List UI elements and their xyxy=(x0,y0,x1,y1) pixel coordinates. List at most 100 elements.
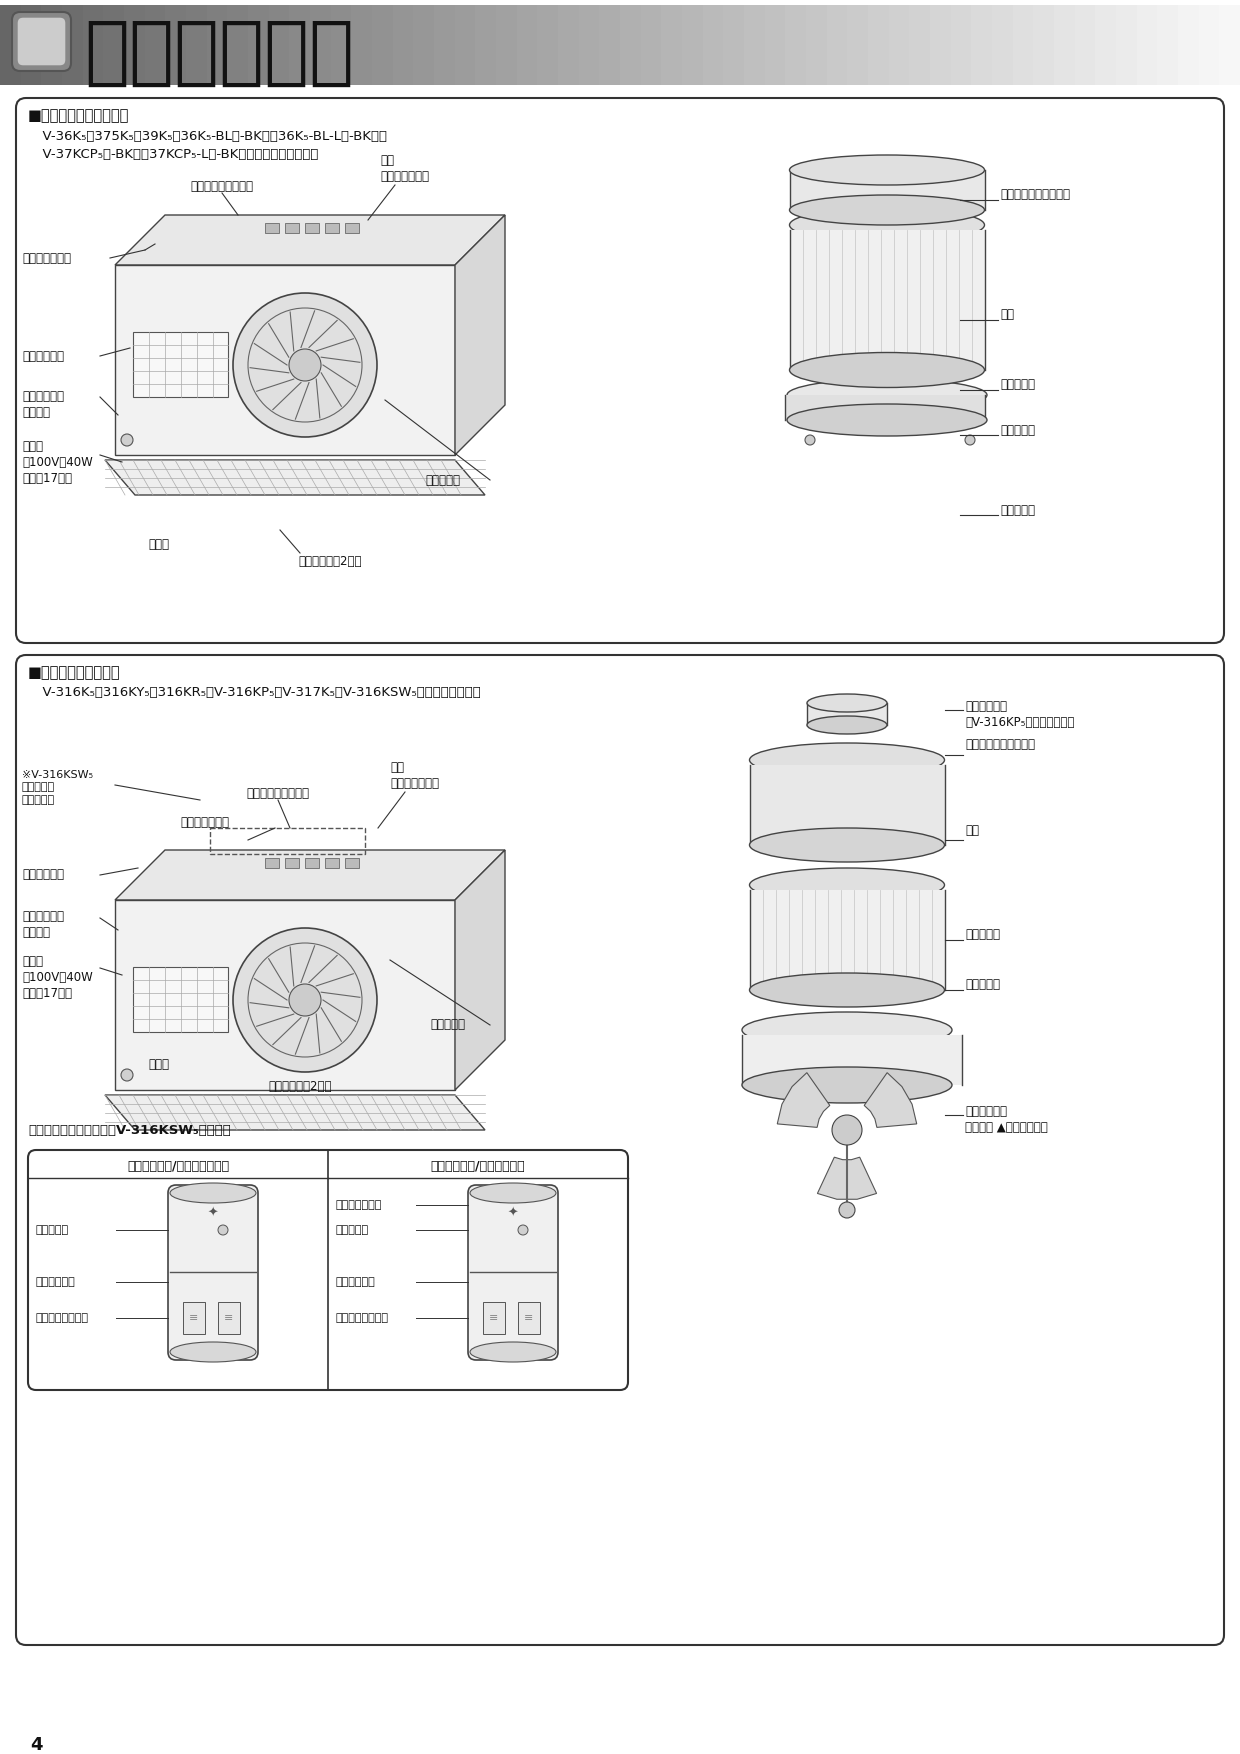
Text: 風量切換スイッチ: 風量切換スイッチ xyxy=(36,1314,89,1323)
Text: つまみねじ: つまみねじ xyxy=(999,503,1035,516)
Circle shape xyxy=(832,1116,862,1145)
Bar xyxy=(345,223,360,233)
Text: ランプスイッチ: ランプスイッチ xyxy=(336,1200,382,1210)
Ellipse shape xyxy=(749,744,945,777)
Circle shape xyxy=(965,435,975,446)
Bar xyxy=(124,5,145,84)
Text: ランプ入／切ボタン: ランプ入／切ボタン xyxy=(191,181,253,193)
Bar xyxy=(269,5,290,84)
Bar xyxy=(186,5,207,84)
Polygon shape xyxy=(115,900,455,1089)
Text: V-36K₅・375K₅・39K₅・36K₅-BL（-BK）・36K₅-BL-L（-BK）・: V-36K₅・375K₅・39K₅・36K₅-BL（-BK）・36K₅-BL-L… xyxy=(33,130,387,142)
Text: ランプ
（100V，40W
口金彄17㎜）: ランプ （100V，40W 口金彄17㎜） xyxy=(22,954,93,1000)
Bar xyxy=(1157,5,1179,84)
Text: フィルター（2層）: フィルター（2層） xyxy=(299,554,362,568)
Bar xyxy=(0,5,21,84)
Ellipse shape xyxy=(807,716,887,733)
Bar xyxy=(41,5,63,84)
Text: スピンナー: スピンナー xyxy=(999,379,1035,391)
Text: ベルマウス: ベルマウス xyxy=(430,1019,465,1031)
Text: 差込部: 差込部 xyxy=(148,1058,169,1072)
FancyBboxPatch shape xyxy=(16,98,1224,644)
Ellipse shape xyxy=(790,207,985,242)
Text: スピンナー: スピンナー xyxy=(965,928,999,942)
FancyBboxPatch shape xyxy=(16,654,1224,1645)
Text: 風量切換ボタン: 風量切換ボタン xyxy=(180,816,229,828)
Bar xyxy=(742,1035,962,1086)
Bar xyxy=(558,5,579,84)
Bar xyxy=(434,5,455,84)
FancyBboxPatch shape xyxy=(17,18,66,67)
Text: ちょうボルト
（または ▲つまみねじ）: ちょうボルト （または ▲つまみねじ） xyxy=(965,1105,1048,1135)
Text: ≡: ≡ xyxy=(224,1314,233,1323)
FancyBboxPatch shape xyxy=(167,1186,258,1359)
Bar xyxy=(807,703,887,724)
Bar xyxy=(1075,5,1096,84)
Text: ■ターボファンタイプ: ■ターボファンタイプ xyxy=(29,665,120,681)
Text: ランプカバー: ランプカバー xyxy=(22,868,64,882)
Bar xyxy=(21,5,42,84)
Bar xyxy=(785,5,807,84)
Circle shape xyxy=(122,433,133,446)
FancyBboxPatch shape xyxy=(467,1186,558,1359)
Text: 照明ランプ入/切スイッチなし: 照明ランプ入/切スイッチなし xyxy=(126,1159,229,1172)
Circle shape xyxy=(289,984,321,1016)
Bar xyxy=(393,5,414,84)
Ellipse shape xyxy=(170,1342,255,1363)
Polygon shape xyxy=(115,851,505,900)
Bar xyxy=(372,5,393,84)
Bar xyxy=(207,5,228,84)
Text: モーターシャフトピン: モーターシャフトピン xyxy=(999,188,1070,202)
Text: ランプ
（100V，40W
口金彄17㎜）: ランプ （100V，40W 口金彄17㎜） xyxy=(22,440,93,486)
Bar xyxy=(475,5,497,84)
Bar xyxy=(455,5,476,84)
Text: ゴムキャップ
（V-316KP₅はありません）: ゴムキャップ （V-316KP₅はありません） xyxy=(965,700,1074,730)
Bar xyxy=(1199,5,1220,84)
Ellipse shape xyxy=(807,695,887,712)
Bar xyxy=(518,1301,539,1335)
FancyBboxPatch shape xyxy=(29,1151,627,1389)
Bar xyxy=(1095,5,1117,84)
Ellipse shape xyxy=(749,868,945,902)
Text: 電源スイッチ: 電源スイッチ xyxy=(336,1277,376,1287)
Text: コントロールスイッチ（V-316KSW₅の場合）: コントロールスイッチ（V-316KSW₅の場合） xyxy=(29,1124,231,1137)
Ellipse shape xyxy=(787,379,987,410)
Ellipse shape xyxy=(470,1342,556,1363)
Text: 表示ランプ: 表示ランプ xyxy=(336,1224,370,1235)
Text: ランプカバー: ランプカバー xyxy=(22,349,64,363)
FancyBboxPatch shape xyxy=(12,12,71,70)
Text: ≡: ≡ xyxy=(190,1314,198,1323)
Text: フィルター（2層）: フィルター（2層） xyxy=(268,1080,332,1093)
Bar xyxy=(537,5,559,84)
Text: ✦: ✦ xyxy=(208,1207,218,1219)
Bar xyxy=(1137,5,1158,84)
Polygon shape xyxy=(817,1158,877,1200)
Bar xyxy=(971,5,993,84)
Text: 本体
（ケーシング）: 本体 （ケーシング） xyxy=(379,154,429,182)
Circle shape xyxy=(233,928,377,1072)
Polygon shape xyxy=(115,265,455,454)
Text: 本体
（ケーシング）: 本体 （ケーシング） xyxy=(391,761,439,789)
Bar xyxy=(265,223,279,233)
Bar xyxy=(351,5,373,84)
Text: 羽根: 羽根 xyxy=(965,823,980,837)
Bar xyxy=(62,5,83,84)
Bar xyxy=(496,5,517,84)
Text: V-316K₅・316KY₅・316KR₅・V-316KP₅・V-317K₅・V-316KSW₅（角排気タイプ）: V-316K₅・316KY₅・316KR₅・V-316KP₅・V-317K₅・V… xyxy=(33,686,481,700)
Text: 表示ランプ: 表示ランプ xyxy=(36,1224,69,1235)
Ellipse shape xyxy=(742,1066,952,1103)
Text: 羽根: 羽根 xyxy=(999,309,1014,321)
Ellipse shape xyxy=(742,1012,952,1047)
Bar xyxy=(210,828,365,854)
Bar xyxy=(145,5,166,84)
Text: ベルマウス: ベルマウス xyxy=(999,423,1035,437)
Text: 電源スイッチ: 電源スイッチ xyxy=(36,1277,76,1287)
Text: V-37KCP₅（-BK）・37KCP₅-L（-BK）　（丸排気タイプ）: V-37KCP₅（-BK）・37KCP₅-L（-BK） （丸排気タイプ） xyxy=(33,149,319,161)
Bar xyxy=(744,5,765,84)
Polygon shape xyxy=(105,1094,485,1130)
Text: 4: 4 xyxy=(30,1736,42,1754)
Ellipse shape xyxy=(790,353,985,388)
Text: ランプカバー
取付ねじ: ランプカバー 取付ねじ xyxy=(22,910,64,938)
Bar xyxy=(325,223,339,233)
Bar xyxy=(413,5,435,84)
